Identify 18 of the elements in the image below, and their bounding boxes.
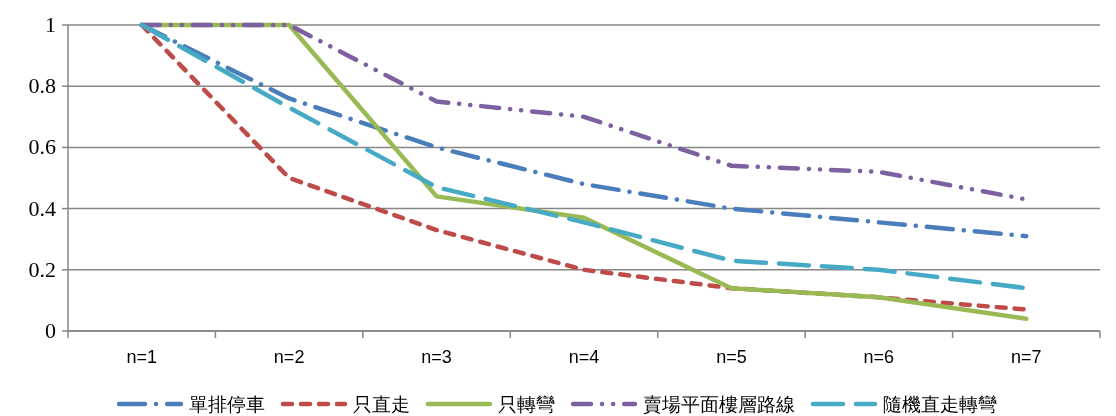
y-tick-label: 0.4 [28,195,56,221]
y-tick-label: 1 [45,12,56,37]
x-tick-label: n=1 [126,347,157,367]
y-tick-label: 0.6 [28,134,56,160]
x-tick-label: n=7 [1011,347,1042,367]
legend-label: 單排停車 [189,393,265,415]
x-tick-label: n=6 [863,347,895,367]
x-tick-label: n=3 [421,347,452,367]
y-tick-label: 0 [45,318,56,343]
y-tick-label: 0.8 [28,73,56,99]
x-tick-label: n=2 [273,347,305,367]
legend-label: 隨機直走轉彎 [883,393,997,415]
x-tick-label: n=4 [568,347,600,367]
y-tick-label: 0.2 [28,256,56,282]
legend-label: 賣場平面樓層路線 [643,393,795,415]
x-tick-label: n=5 [716,347,747,367]
legend-label: 只轉彎 [498,393,555,415]
legend-label: 只直走 [353,393,410,415]
